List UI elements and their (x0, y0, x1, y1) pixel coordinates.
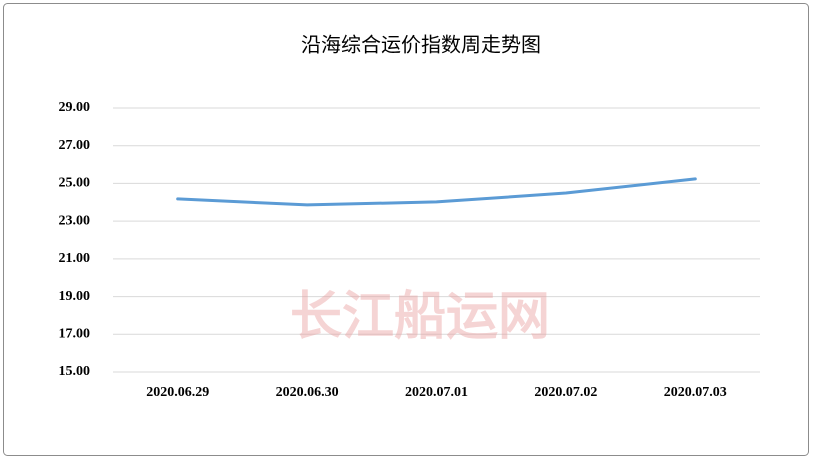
y-tick-label: 21.00 (59, 251, 91, 266)
y-tick-label: 15.00 (59, 364, 91, 379)
y-tick-label: 27.00 (59, 138, 91, 153)
y-tick-label: 29.00 (59, 100, 91, 115)
chart-frame (3, 3, 809, 456)
y-tick-label: 25.00 (59, 176, 91, 191)
x-tick-label: 2020.06.29 (146, 385, 209, 400)
x-tick-label: 2020.06.30 (276, 385, 339, 400)
watermark: 长江船运网 (290, 288, 550, 346)
data-line (176, 177, 697, 207)
y-tick-label: 19.00 (59, 289, 91, 304)
y-tick-label: 17.00 (59, 327, 91, 342)
chart-title: 沿海综合运价指数周走势图 (301, 34, 541, 57)
x-tick-label: 2020.07.01 (405, 385, 468, 400)
x-tick-label: 2020.07.02 (534, 385, 597, 400)
y-tick-label: 23.00 (59, 213, 91, 228)
x-tick-label: 2020.07.03 (664, 385, 727, 400)
grid (113, 107, 760, 373)
